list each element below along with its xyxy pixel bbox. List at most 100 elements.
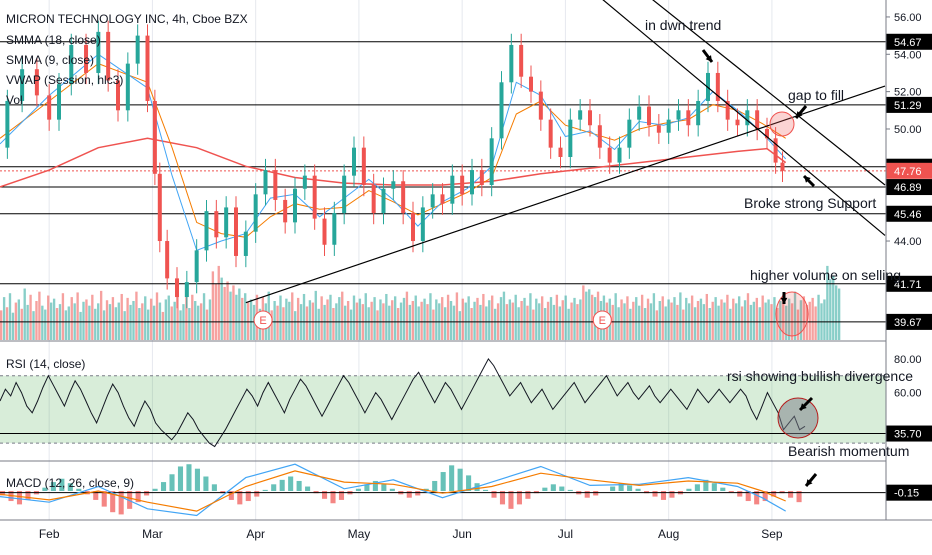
macd-hist-bar	[737, 491, 743, 497]
candle-body	[597, 125, 602, 148]
rsi-band	[0, 375, 886, 444]
macd-hist-bar	[559, 486, 565, 491]
volume-bar	[55, 308, 59, 340]
volume-bar	[241, 297, 244, 340]
volume-bar	[520, 301, 523, 340]
volume-bar	[779, 301, 782, 340]
volume-bar	[44, 309, 47, 340]
volume-bar	[320, 296, 323, 340]
candle-body	[34, 69, 39, 96]
volume-bar	[217, 265, 220, 340]
volume-bar	[682, 309, 685, 340]
volume-bar	[311, 302, 315, 340]
volume-bar	[41, 305, 44, 340]
volume-bar	[743, 300, 747, 340]
volume-bar	[720, 299, 723, 340]
macd-hist-bar	[211, 484, 217, 491]
volume-bar	[349, 309, 353, 340]
volume-bar	[452, 305, 456, 340]
volume-bar	[420, 301, 423, 340]
volume-bar	[196, 305, 200, 340]
volume-bar	[443, 307, 447, 340]
candle-body	[420, 207, 425, 242]
candle-body	[440, 194, 445, 204]
volume-bar	[423, 298, 426, 340]
note-down-trend: in dwn trend	[645, 17, 721, 33]
descending-resistance-1	[602, 0, 886, 236]
volume-bar	[173, 301, 176, 340]
candle-body	[676, 110, 681, 120]
note-bearish: Bearish momentum	[788, 443, 909, 459]
earnings-marker-1	[592, 310, 612, 330]
volume-bar	[379, 299, 382, 340]
volume-bar	[726, 294, 729, 340]
volume-bar	[699, 298, 703, 340]
macd-hist-bar	[627, 485, 633, 491]
macd-hist-bar	[508, 491, 514, 509]
volume-bar	[773, 297, 776, 340]
macd-hist-bar	[228, 491, 234, 500]
time-tick-may: May	[348, 527, 371, 541]
volume-bar	[491, 295, 494, 340]
candle-body	[538, 91, 543, 120]
volume-bar	[208, 299, 212, 340]
volume-bar	[238, 288, 241, 340]
volume-bar	[626, 296, 629, 340]
macd-hist-bar	[516, 491, 522, 505]
candle-body	[69, 44, 74, 85]
candle-body	[135, 35, 140, 64]
macd-hist-bar	[381, 484, 387, 491]
volume-bar	[732, 298, 735, 340]
macd-hist-bar	[262, 489, 268, 491]
volume-bar	[355, 302, 359, 340]
macd-hist-bar	[745, 491, 751, 502]
macd-hist-bar	[788, 491, 794, 498]
volume-bar	[8, 293, 12, 340]
volume-bar	[402, 297, 406, 340]
macd-hist-bar	[796, 491, 802, 503]
macd-hist-bar	[67, 483, 73, 491]
volume-bar	[502, 291, 506, 340]
macd-hist-bar	[322, 491, 328, 499]
price-level-badge-6	[886, 275, 932, 292]
macd-hist-bar	[694, 484, 700, 491]
volume-bar	[441, 297, 444, 340]
macd-hist-bar	[144, 491, 150, 496]
volume-bar	[752, 301, 756, 340]
volume-bar	[523, 297, 526, 340]
volume-bar	[746, 293, 750, 340]
macd-hist-bar	[203, 476, 209, 491]
macd-hist-bar	[652, 491, 658, 497]
volume-bar	[685, 297, 688, 340]
candle-body	[430, 194, 435, 208]
macd-hist-bar	[186, 464, 192, 491]
volume-bar	[88, 305, 91, 340]
candle-body	[96, 31, 101, 73]
rsi-band-layer	[0, 375, 886, 444]
rsi-tick-label-0: 80.00	[894, 354, 922, 366]
volume-bar	[273, 301, 276, 340]
volume-bar	[570, 302, 573, 340]
volume-bar	[588, 289, 591, 340]
volume-bar	[723, 302, 726, 340]
volume-bar	[202, 293, 206, 340]
volume-bar	[555, 294, 559, 340]
volume-bar	[102, 310, 106, 340]
volume-bar	[26, 304, 29, 340]
volume-bar	[449, 301, 453, 340]
volume-bar	[643, 308, 647, 340]
current-price-badge	[886, 162, 932, 179]
macd-hist-bar	[152, 488, 158, 491]
volume-bar	[35, 301, 38, 340]
volume-bar	[661, 296, 664, 340]
macd-hist-bar	[415, 491, 421, 496]
candle-body	[735, 119, 740, 126]
legend-smma9: SMMA (9, close)	[6, 53, 94, 67]
macd-hist-bar	[50, 482, 56, 491]
volume-bar	[344, 305, 347, 340]
volume-bar	[673, 297, 676, 340]
macd-level-badge-0	[886, 484, 932, 501]
arrow-support-head	[804, 176, 811, 183]
